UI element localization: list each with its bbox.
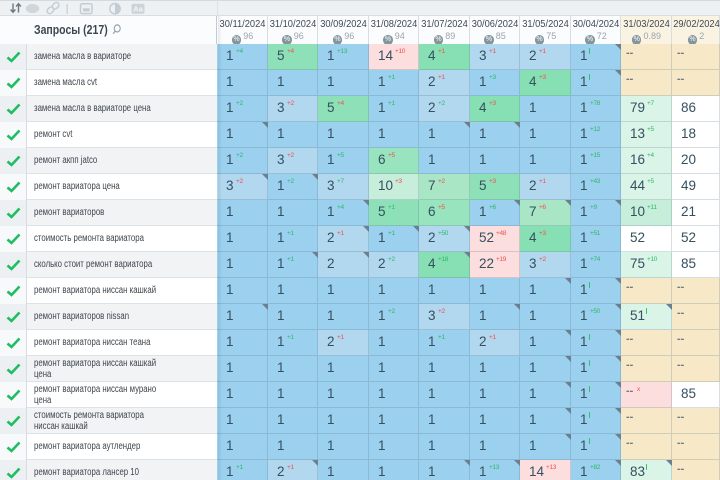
svg-text:Aa: Aa	[133, 5, 143, 14]
